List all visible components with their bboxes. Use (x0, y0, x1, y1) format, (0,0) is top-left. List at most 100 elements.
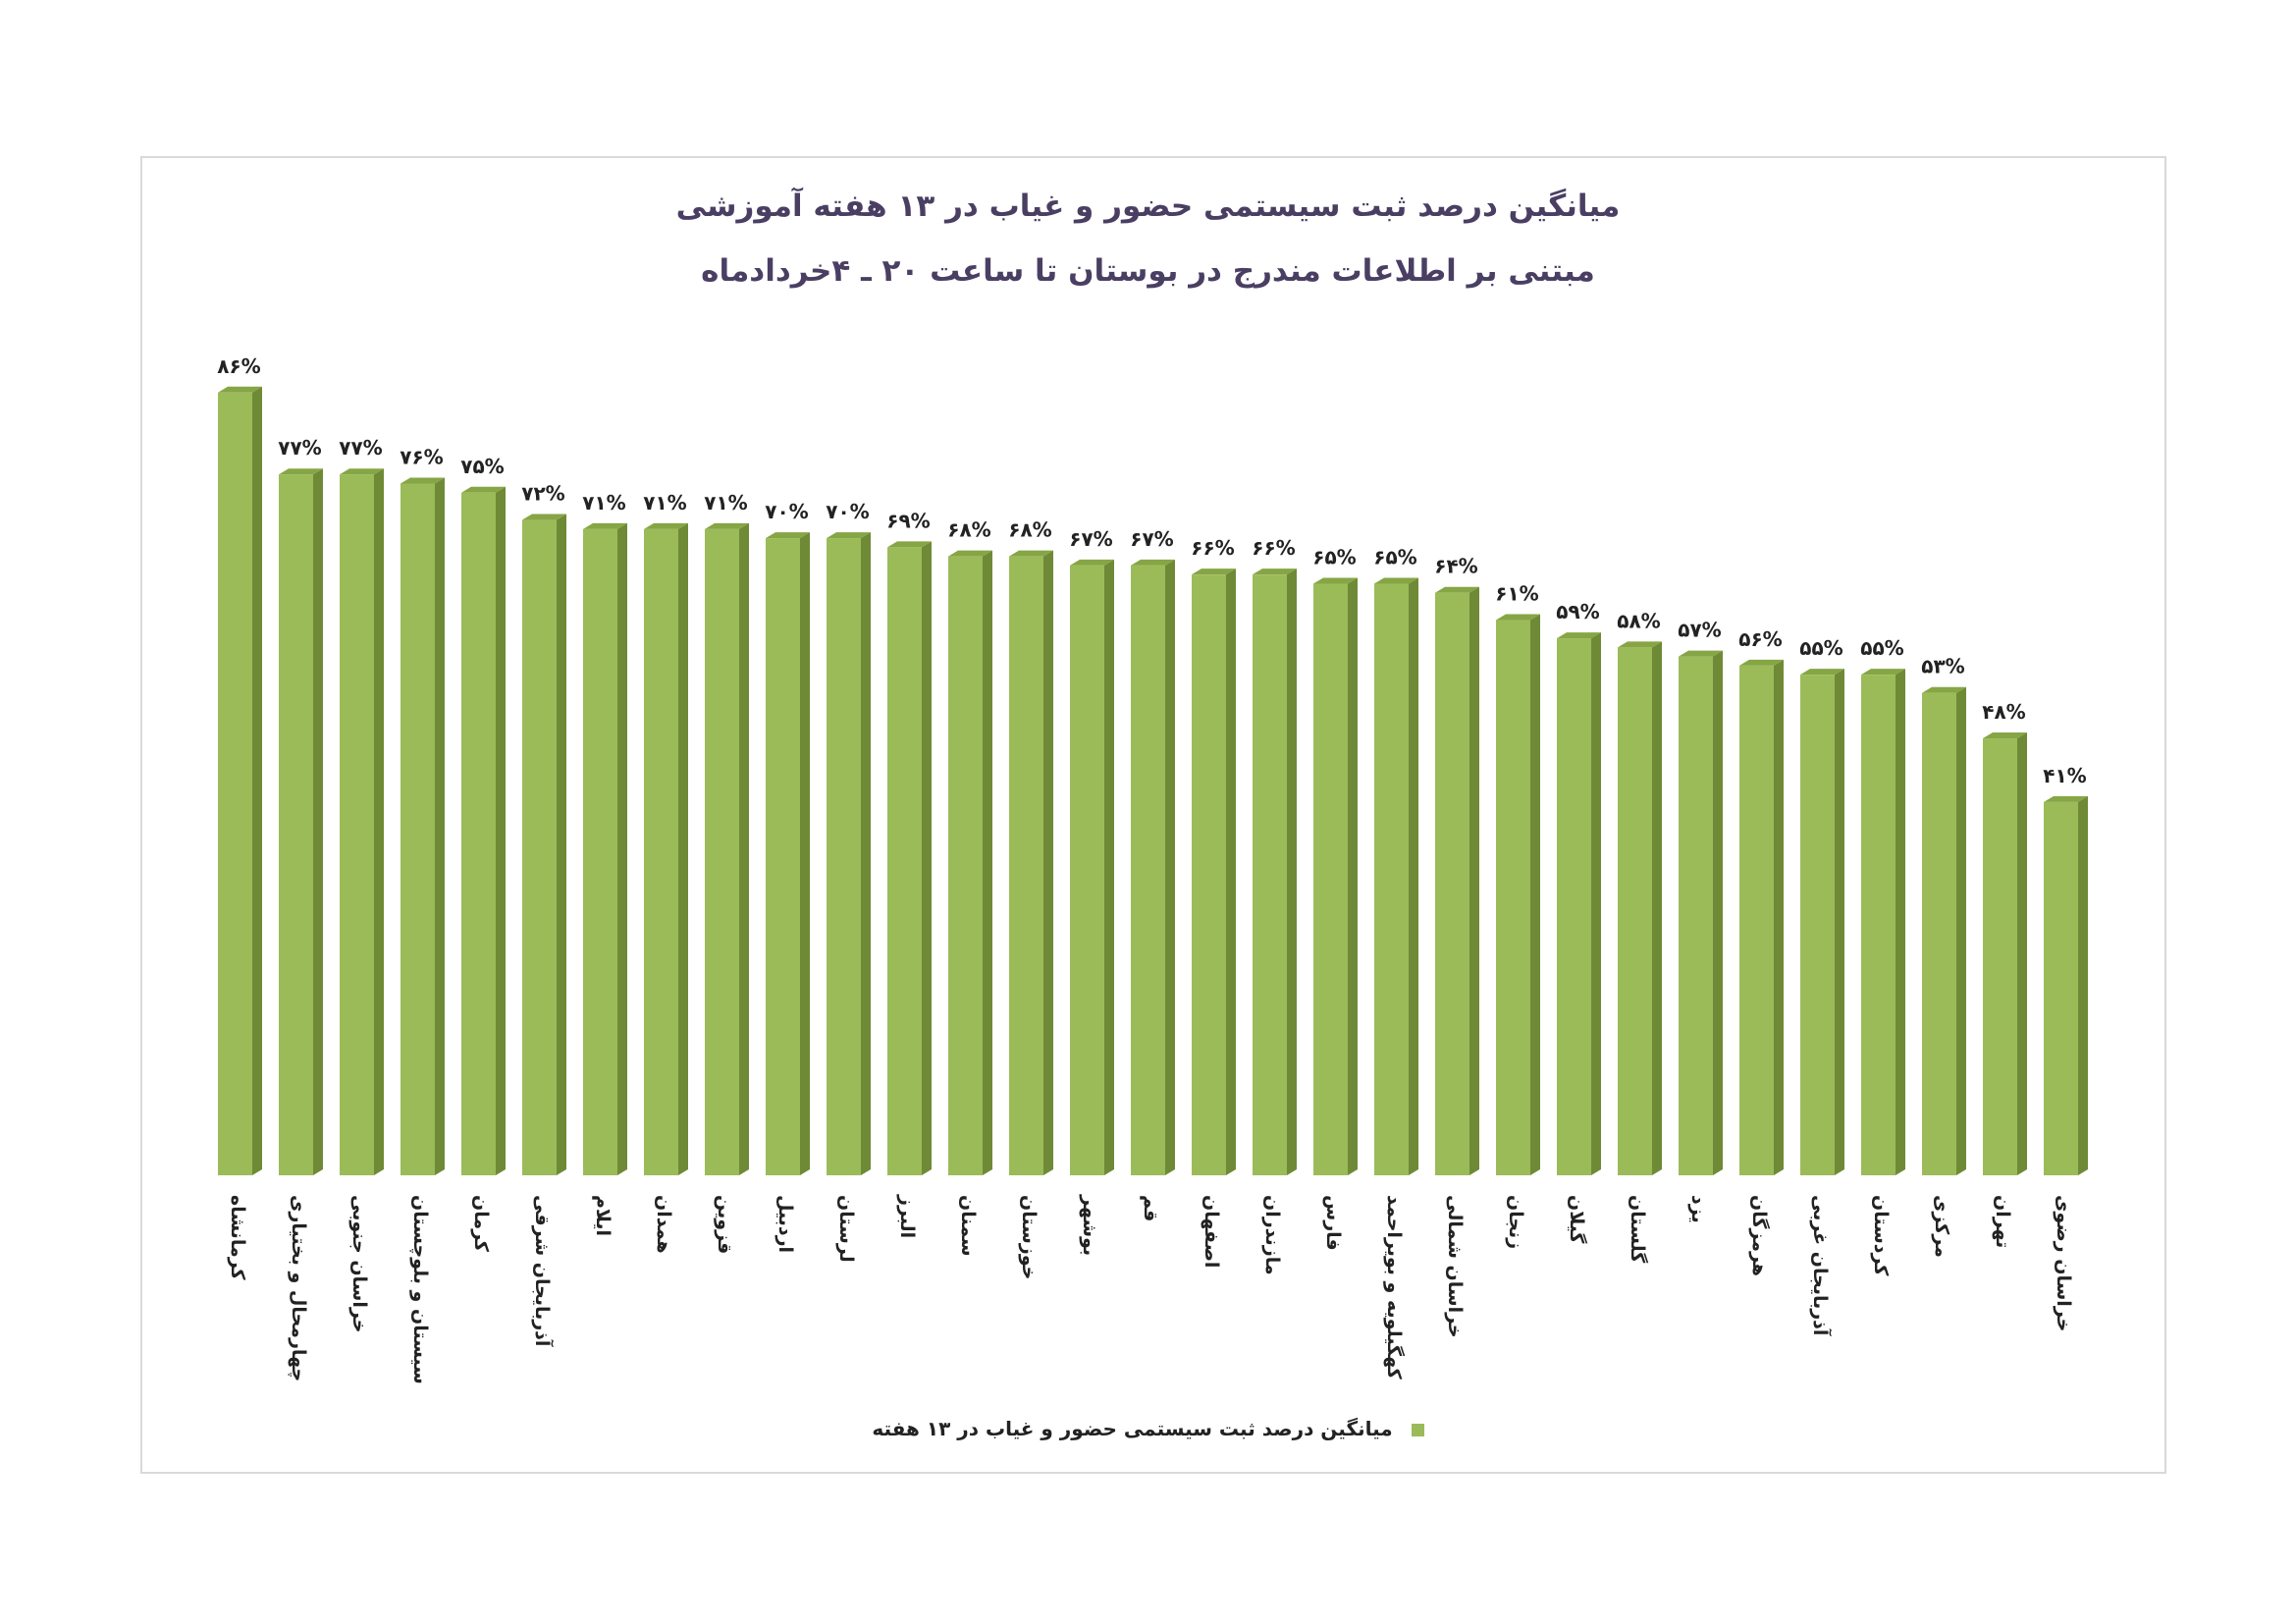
bar-side (983, 550, 992, 1175)
bar-6 (522, 514, 566, 1175)
bar-top (2044, 795, 2088, 802)
category-label: قم (1140, 1195, 1161, 1221)
bar-front (1922, 692, 1956, 1175)
bar-side (678, 522, 688, 1175)
bar-side (496, 486, 506, 1175)
category-label: یزد (1687, 1195, 1709, 1223)
category-label: تهران (1992, 1195, 2013, 1248)
bar-11 (827, 532, 871, 1175)
bar-side (557, 514, 566, 1175)
bar-top (1009, 550, 1053, 557)
category-label: هرمزگان (1748, 1195, 1771, 1276)
category-label: فارس (1322, 1195, 1344, 1251)
category-label: خراسان جنوبی (348, 1195, 370, 1332)
data-label: ۶۹% (886, 509, 930, 532)
bar-front (583, 528, 617, 1175)
data-label: ۵۶% (1738, 627, 1782, 651)
bar-top (1253, 568, 1297, 575)
bar-side (739, 522, 749, 1175)
bar-top (1374, 577, 1418, 584)
bar-top (400, 477, 445, 484)
bar-side (1348, 577, 1358, 1175)
bar-top (1313, 577, 1358, 584)
bar-side (800, 532, 810, 1175)
bar-side (861, 532, 871, 1175)
bar-front (1679, 656, 1713, 1175)
data-label: ۶۵% (1373, 545, 1416, 568)
category-label: اردبیل (774, 1195, 796, 1253)
category-label: خراسان شمالی (1444, 1195, 1466, 1338)
bar-front (218, 392, 252, 1175)
bar-28 (1861, 669, 1905, 1175)
bar-12 (887, 541, 932, 1175)
bar-15 (1070, 559, 1114, 1175)
data-label: ۶۶% (1191, 536, 1234, 560)
bar-front (1496, 620, 1530, 1175)
bar-top (827, 532, 871, 539)
data-label: ۶۸% (947, 518, 990, 542)
bar-4 (400, 477, 445, 1176)
bar-front (1009, 556, 1043, 1175)
bar-17 (1192, 568, 1236, 1175)
bar-16 (1131, 559, 1175, 1175)
category-label: آذربایجان غربی (1809, 1195, 1833, 1336)
bar-top (279, 468, 323, 475)
bar-front (827, 538, 861, 1175)
bar-18 (1253, 568, 1297, 1175)
data-label: ۷۷% (278, 436, 321, 460)
bar-front (1313, 583, 1348, 1175)
bar-front (1557, 638, 1591, 1175)
bar-top (705, 522, 749, 529)
category-label: آذربایجان شرقی (531, 1195, 555, 1347)
bar-front (705, 528, 739, 1175)
bar-20 (1374, 577, 1418, 1175)
category-label: گیلان (1566, 1195, 1588, 1244)
bar-10 (766, 532, 810, 1175)
data-label: ۵۹% (1556, 600, 1599, 623)
category-label: البرز (896, 1194, 918, 1238)
bar-top (583, 522, 627, 529)
bar-top (1435, 586, 1479, 593)
data-label: ۶۶% (1252, 536, 1295, 560)
bar-24 (1618, 641, 1662, 1175)
category-label: قزوین (714, 1195, 735, 1254)
category-label: مرکزی (1931, 1195, 1952, 1258)
bar-side (1956, 686, 1966, 1175)
bar-top (1861, 669, 1905, 676)
bar-side (1287, 568, 1297, 1175)
bar-front (279, 474, 313, 1176)
bar-top (1496, 614, 1540, 621)
bar-top (1192, 568, 1236, 575)
bar-front (1131, 565, 1165, 1175)
bar-side (1896, 669, 1905, 1175)
bar-front (1618, 647, 1652, 1175)
bar-31 (2044, 795, 2088, 1175)
bar-top (522, 514, 566, 520)
bar-front (2044, 801, 2078, 1175)
bar-side (1835, 669, 1844, 1175)
bar-front (1861, 675, 1896, 1175)
bar-top (1557, 632, 1601, 639)
data-label: ۶۵% (1312, 545, 1356, 568)
data-label: ۴۸% (1982, 700, 2025, 724)
legend: میانگین درصد ثبت سیستمی حضور و غیاب در ۱… (0, 1417, 2296, 1440)
data-label: ۷۷% (339, 436, 382, 460)
category-label: مازندران (1261, 1195, 1283, 1275)
data-label: ۴۱% (2043, 764, 2086, 787)
bar-27 (1800, 669, 1844, 1175)
bar-8 (644, 522, 688, 1175)
bar-side (2017, 732, 2027, 1175)
bar-side (1226, 568, 1236, 1175)
bar-19 (1313, 577, 1358, 1175)
bar-top (1739, 659, 1784, 666)
bar-side (1409, 577, 1418, 1175)
bar-front (1374, 583, 1409, 1175)
category-label: سیستان و بلوچستان (409, 1195, 431, 1384)
bar-front (887, 547, 922, 1175)
chart-title: میانگین درصد ثبت سیستمی حضور و غیاب در ۱… (675, 189, 1621, 224)
bar-top (1800, 669, 1844, 676)
bar-top (887, 541, 932, 548)
bar-top (1922, 686, 1966, 693)
bar-side (1530, 614, 1540, 1175)
